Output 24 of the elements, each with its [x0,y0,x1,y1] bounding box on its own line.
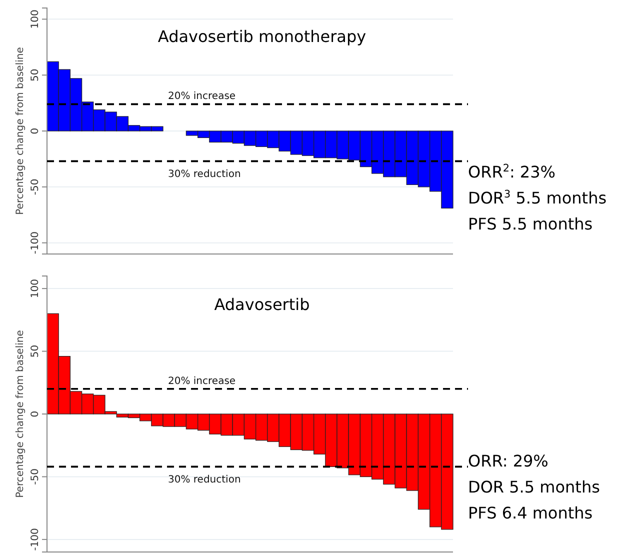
text: Adavosertib monotherapy [158,27,366,46]
y-tick-label: -100 [30,231,41,254]
text: DOR 5.5 months [468,477,600,496]
text: ORR: 29% [468,451,548,470]
y-axis-title: Percentage change from baseline [15,330,26,498]
ref-line-label: 30% reduction [168,169,241,180]
y-tick-label: 0 [30,410,41,418]
y-tick-label: 100 [30,10,41,29]
ref-line-label: 30% reduction [168,474,241,486]
text: DOR$^{3}$ 5.5 months [468,188,607,208]
ref-line-label: 20% increase [168,376,236,387]
y-tick-label: -50 [30,178,41,196]
y-tick-label: 0 [30,128,41,134]
text: PFS 5.5 months [468,214,593,234]
y-tick-label: 50 [30,68,41,82]
y-axis-title: Percentage change from baseline [15,47,26,215]
y-tick-label: 50 [30,344,41,358]
ref-line-label: 20% increase [168,91,236,102]
y-tick-label: -100 [30,528,41,551]
y-tick-label: -50 [30,468,41,485]
text: PFS 6.4 months [468,503,593,522]
y-tick-label: 100 [30,279,41,298]
text: ORR$^{2}$: 23% [468,162,556,182]
text: Adavosertib [214,295,310,314]
